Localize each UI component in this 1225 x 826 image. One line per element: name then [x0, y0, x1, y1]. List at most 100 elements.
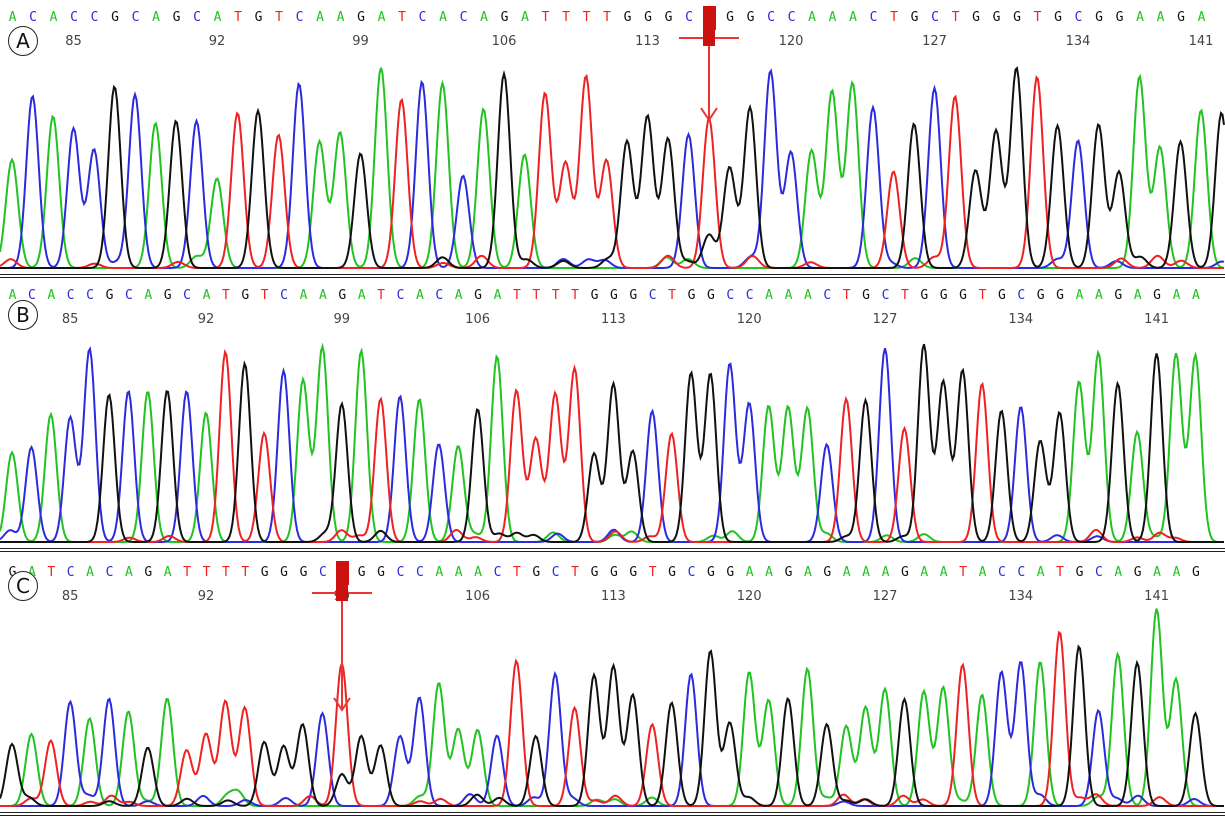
base-call: C — [131, 10, 140, 25]
base-call: A — [439, 10, 447, 25]
base-call: A — [1094, 288, 1103, 303]
trace-a-green — [0, 342, 1224, 543]
base-call: G — [1115, 10, 1124, 25]
base-call: G — [590, 288, 599, 303]
base-call: G — [500, 10, 509, 25]
base-call: G — [1095, 10, 1103, 25]
base-call: T — [978, 288, 987, 303]
base-call: C — [685, 10, 693, 25]
base-call: T — [221, 565, 230, 580]
position-label: 92 — [197, 312, 215, 327]
base-call: G — [706, 288, 715, 303]
position-label: 106 — [491, 34, 517, 49]
base-call: A — [1172, 565, 1181, 580]
base-call: T — [959, 565, 967, 580]
position-label: 92 — [208, 34, 226, 49]
base-call: C — [318, 565, 327, 580]
base-call: G — [1153, 288, 1161, 303]
trace-t-red — [0, 349, 1224, 543]
position-ruler: 85 92 99 106 113 120 127 134 141 — [0, 312, 1225, 328]
base-call: T — [183, 565, 191, 580]
base-call: T — [221, 288, 230, 303]
panel-divider — [0, 274, 1225, 278]
position-label: 92 — [197, 589, 215, 604]
base-call: G — [823, 565, 832, 580]
base-call: T — [603, 10, 611, 25]
position-label: 106 — [465, 312, 491, 327]
position-label: 134 — [1065, 34, 1091, 49]
base-call: G — [1177, 10, 1185, 25]
base-call: C — [418, 10, 427, 25]
base-call: A — [49, 10, 58, 25]
base-call: G — [1133, 565, 1142, 580]
base-call: A — [808, 10, 816, 25]
base-call: G — [992, 10, 1001, 25]
base-call: G — [687, 288, 696, 303]
base-call: G — [972, 10, 980, 25]
base-call: T — [260, 288, 269, 303]
trace-g-black — [0, 644, 1224, 807]
base-call: T — [571, 288, 579, 303]
base-call: T — [562, 10, 570, 25]
base-call: A — [357, 288, 366, 303]
trace-c-blue — [0, 68, 1225, 269]
base-call: G — [377, 565, 385, 580]
base-call: G — [609, 288, 618, 303]
base-call: T — [842, 288, 851, 303]
base-call: C — [193, 10, 201, 25]
base-call: A — [745, 565, 754, 580]
base-call: G — [629, 288, 638, 303]
base-call: G — [280, 565, 288, 580]
base-call: C — [869, 10, 878, 25]
base-call: G — [172, 10, 181, 25]
base-call: G — [357, 10, 365, 25]
base-call: A — [124, 565, 133, 580]
base-call: G — [1036, 288, 1045, 303]
chromatogram-trace — [0, 66, 1225, 269]
base-call: T — [551, 288, 560, 303]
base-call: G — [910, 10, 919, 25]
position-label: 120 — [736, 589, 762, 604]
base-call: A — [144, 288, 153, 303]
base-call: G — [260, 565, 269, 580]
base-call: C — [931, 10, 939, 25]
trace-c-blue — [0, 346, 1224, 543]
base-call: G — [299, 565, 308, 580]
base-call: C — [66, 288, 75, 303]
base-call: C — [687, 565, 696, 580]
base-call: G — [254, 10, 263, 25]
base-call: A — [299, 288, 308, 303]
position-label: 106 — [465, 589, 491, 604]
base-call: C — [280, 288, 288, 303]
base-call: G — [939, 288, 948, 303]
base-call: A — [1075, 288, 1084, 303]
base-call: G — [900, 565, 909, 580]
chromatogram-trace — [0, 342, 1224, 543]
base-call: G — [784, 565, 793, 580]
base-call: G — [8, 565, 17, 580]
base-call: C — [745, 288, 754, 303]
base-call: A — [152, 10, 160, 25]
base-call: A — [336, 10, 345, 25]
position-label: 99 — [333, 312, 351, 327]
base-call — [335, 561, 349, 585]
base-call: C — [183, 288, 191, 303]
base-call: A — [1156, 10, 1165, 25]
base-call: A — [493, 288, 502, 303]
base-call: A — [454, 288, 463, 303]
position-label: 99 — [352, 34, 369, 49]
base-call: C — [648, 288, 657, 303]
base-call: C — [493, 565, 502, 580]
base-call: A — [765, 288, 773, 303]
position-label: 85 — [65, 34, 82, 49]
position-label: 127 — [922, 34, 947, 49]
base-call: C — [1017, 565, 1026, 580]
position-label: 85 — [61, 312, 79, 327]
base-call: A — [1197, 10, 1206, 25]
base-call: G — [241, 288, 250, 303]
base-call: C — [767, 10, 775, 25]
